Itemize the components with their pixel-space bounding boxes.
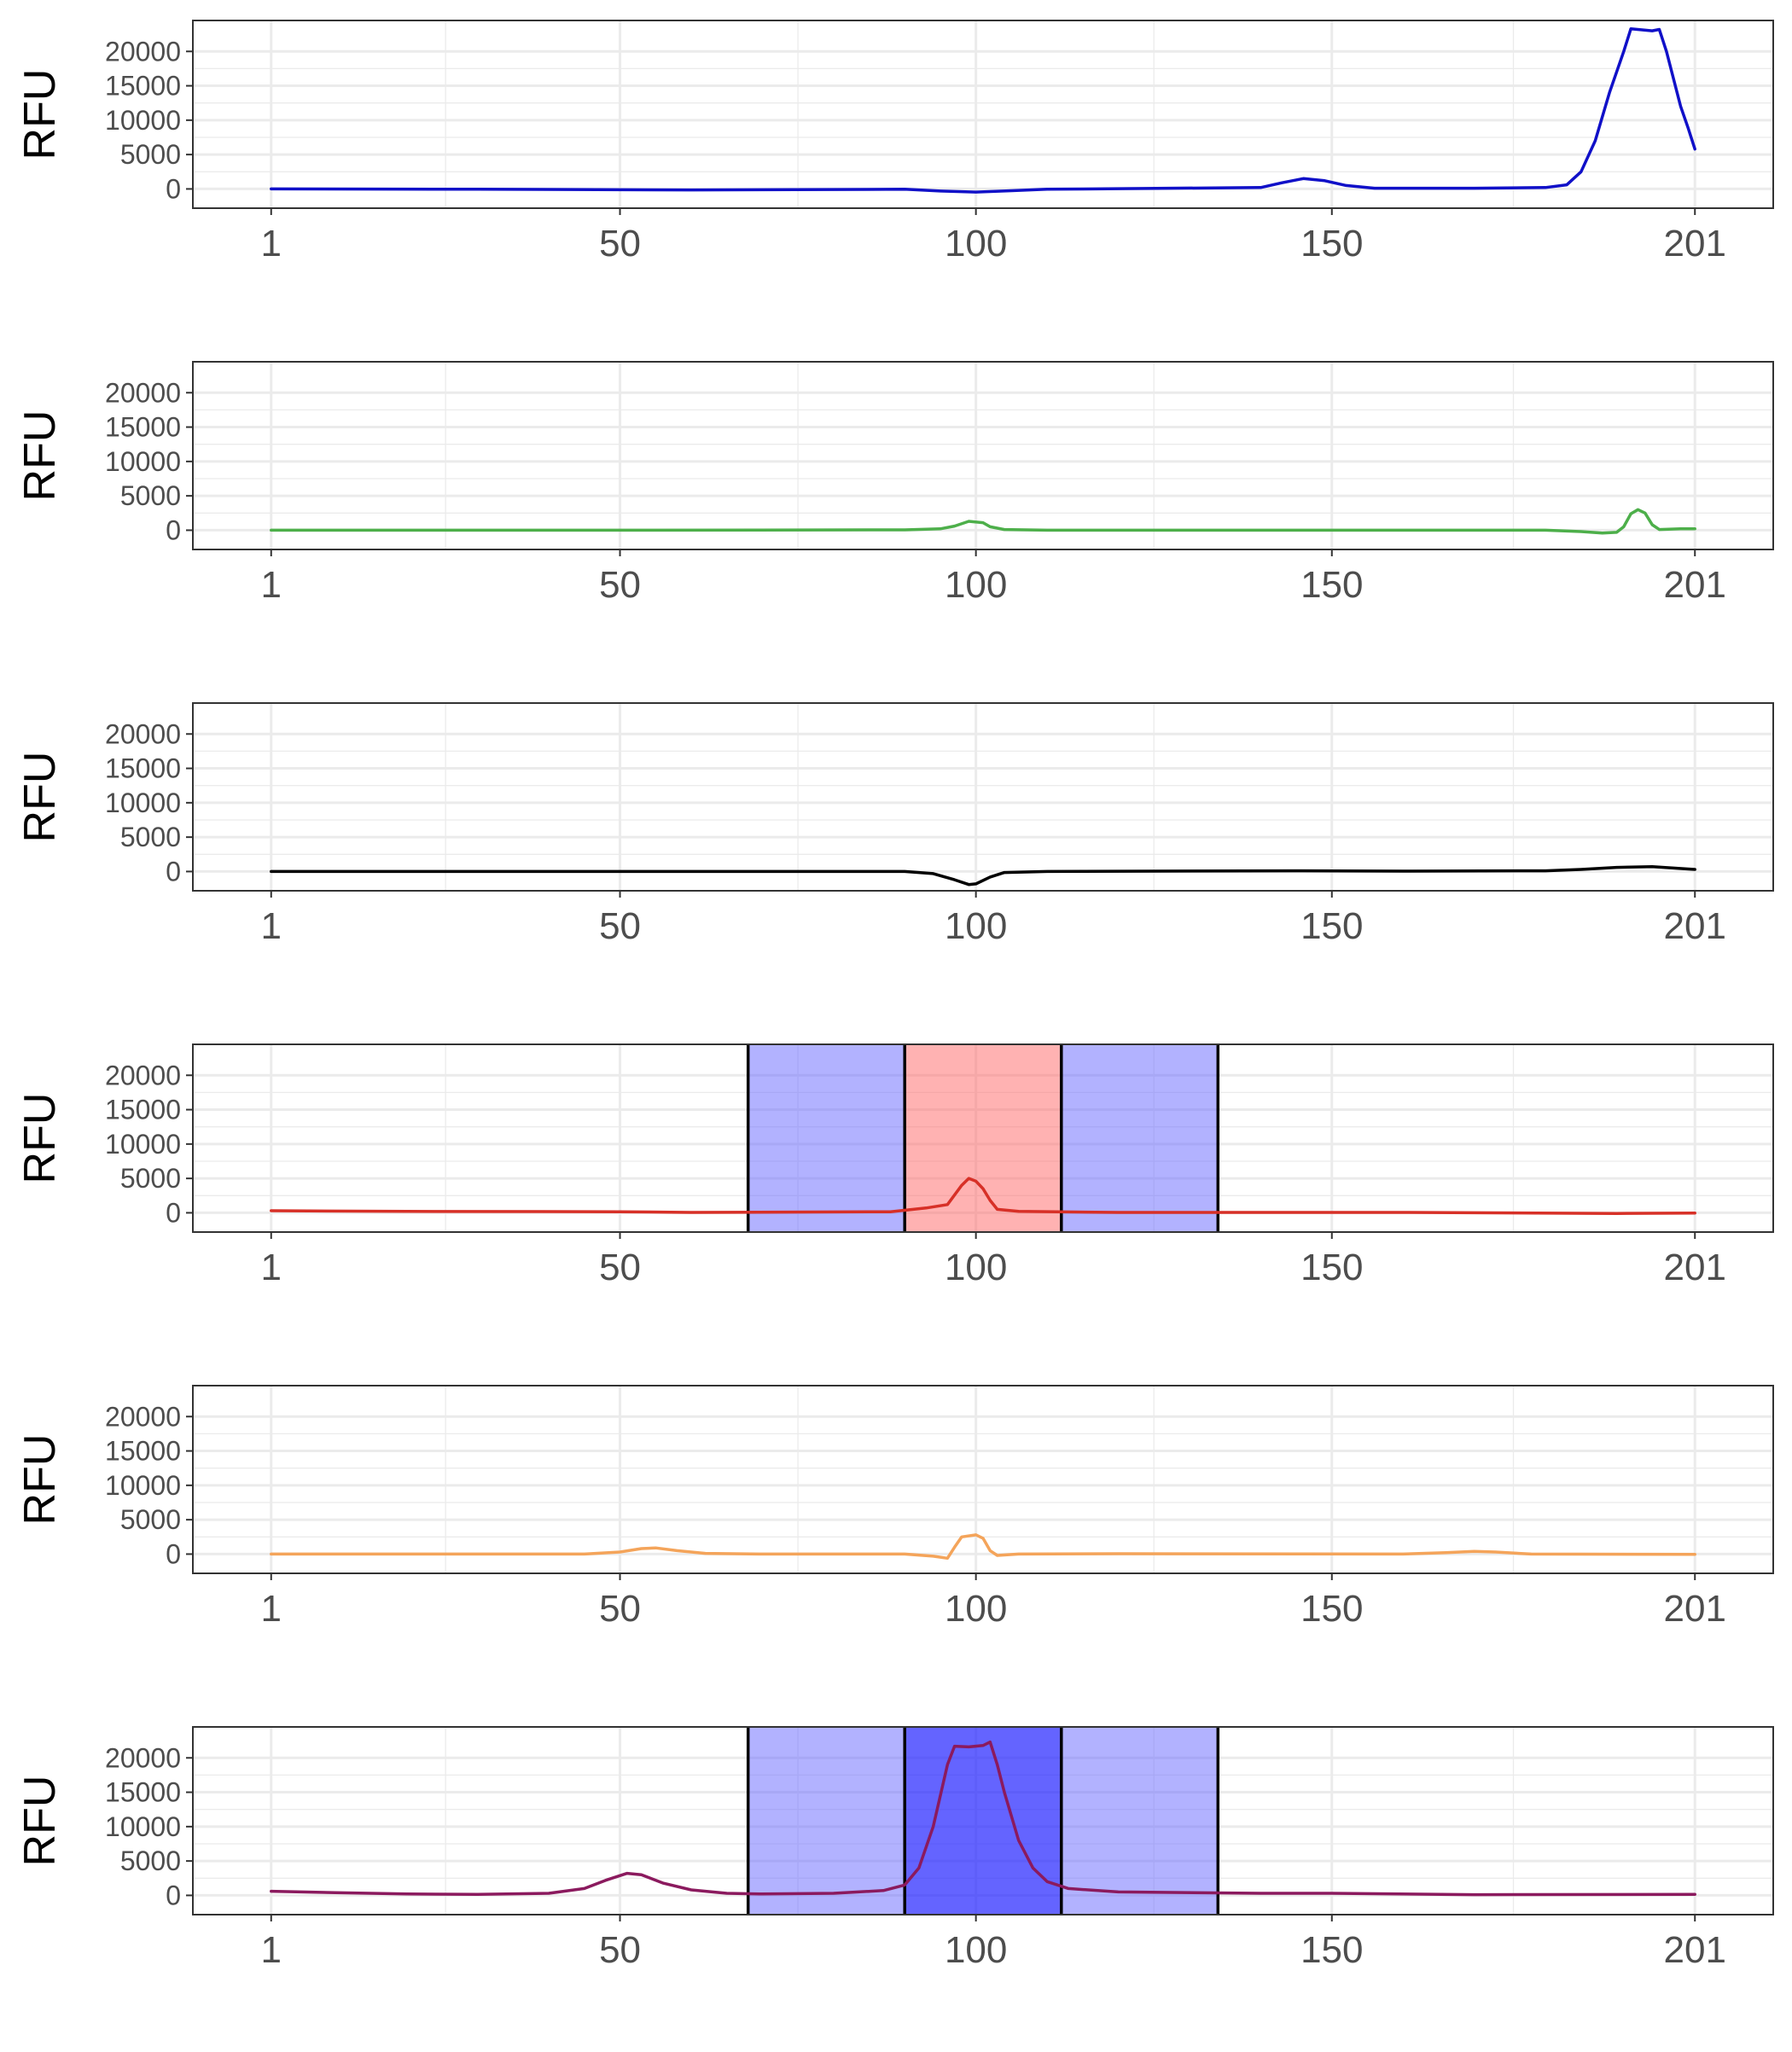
series-line-1 [270, 26, 1696, 194]
y-tick-label: 10000 [105, 1129, 181, 1160]
y-tick-label: 5000 [120, 480, 181, 511]
x-tick-label: 1 [261, 223, 282, 264]
x-tick-label: 50 [599, 905, 641, 947]
x-tick-label: 100 [945, 564, 1007, 606]
y-tick-label: 5000 [120, 1163, 181, 1194]
panel-border [192, 1385, 1774, 1574]
x-tick-label: 1 [261, 1588, 282, 1630]
x-tick-label: 201 [1664, 1929, 1726, 1971]
series-line-1 [270, 1177, 1696, 1215]
y-tick-label: 10000 [105, 105, 181, 136]
x-tick-label: 50 [599, 223, 641, 264]
y-tick-label: 20000 [105, 36, 181, 67]
y-axis-label: RFU [15, 1434, 65, 1526]
series-line-1 [270, 865, 1696, 886]
y-tick-label: 10000 [105, 1470, 181, 1501]
shaded-region-3 [1061, 1727, 1219, 1915]
panel-border [192, 702, 1774, 892]
x-tick-label: 150 [1300, 1929, 1363, 1971]
y-tick-label: 5000 [120, 139, 181, 170]
y-axis-label: RFU [15, 1776, 65, 1867]
x-tick-label: 150 [1300, 1247, 1363, 1288]
x-tick-label: 100 [945, 1588, 1007, 1630]
x-tick-label: 50 [599, 1929, 641, 1971]
y-axis-label: RFU [15, 69, 65, 160]
x-tick-label: 201 [1664, 905, 1726, 947]
series-line-1 [270, 1740, 1696, 1897]
y-tick-label: 20000 [105, 718, 181, 749]
y-axis-label: RFU [15, 1093, 65, 1184]
y-tick-label: 5000 [120, 1846, 181, 1876]
x-tick-label: 150 [1300, 564, 1363, 606]
y-tick-label: 15000 [105, 1095, 181, 1125]
panel-border [192, 1726, 1774, 1915]
y-tick-label: 0 [166, 856, 181, 886]
y-tick-label: 15000 [105, 1777, 181, 1808]
panel-background [193, 703, 1773, 891]
panel-border [192, 361, 1774, 550]
y-tick-label: 15000 [105, 71, 181, 102]
y-tick-label: 15000 [105, 412, 181, 443]
x-tick-label: 100 [945, 223, 1007, 264]
shaded-region-1 [748, 1727, 905, 1915]
x-tick-label: 100 [945, 1247, 1007, 1288]
y-tick-label: 0 [166, 173, 181, 204]
x-tick-label: 100 [945, 1929, 1007, 1971]
x-tick-label: 100 [945, 905, 1007, 947]
y-tick-label: 20000 [105, 1060, 181, 1090]
y-tick-label: 0 [166, 1197, 181, 1228]
y-tick-label: 20000 [105, 1401, 181, 1432]
x-tick-label: 1 [261, 564, 282, 606]
panel-border [192, 1043, 1774, 1233]
shaded-region-1 [748, 1044, 905, 1232]
x-tick-label: 150 [1300, 1588, 1363, 1630]
x-tick-label: 1 [261, 1247, 282, 1288]
y-axis-label: RFU [15, 410, 65, 502]
y-tick-label: 5000 [120, 1504, 181, 1535]
x-tick-label: 1 [261, 905, 282, 947]
x-tick-label: 201 [1664, 1588, 1726, 1630]
x-tick-label: 150 [1300, 223, 1363, 264]
y-tick-label: 0 [166, 1880, 181, 1910]
x-tick-label: 201 [1664, 564, 1726, 606]
panel-border [192, 20, 1774, 209]
y-tick-label: 20000 [105, 1742, 181, 1773]
panel-background [193, 20, 1773, 208]
y-tick-label: 15000 [105, 753, 181, 784]
shaded-region-3 [1061, 1044, 1219, 1232]
panel-background [193, 1386, 1773, 1573]
y-tick-label: 10000 [105, 1811, 181, 1842]
series-line-1 [270, 1533, 1696, 1561]
shaded-region-2 [905, 1044, 1062, 1232]
x-tick-label: 150 [1300, 905, 1363, 947]
y-tick-label: 10000 [105, 788, 181, 818]
y-axis-label: RFU [15, 752, 65, 843]
y-tick-label: 10000 [105, 446, 181, 477]
y-tick-label: 15000 [105, 1436, 181, 1467]
y-tick-label: 0 [166, 514, 181, 545]
y-tick-label: 5000 [120, 822, 181, 852]
x-tick-label: 1 [261, 1929, 282, 1971]
y-tick-label: 0 [166, 1538, 181, 1569]
x-tick-label: 50 [599, 1247, 641, 1288]
y-tick-label: 20000 [105, 377, 181, 408]
series-line-1 [270, 508, 1696, 535]
x-tick-label: 201 [1664, 1247, 1726, 1288]
x-tick-label: 201 [1664, 223, 1726, 264]
x-tick-label: 50 [599, 1588, 641, 1630]
x-tick-label: 50 [599, 564, 641, 606]
shaded-region-2 [905, 1727, 1062, 1915]
